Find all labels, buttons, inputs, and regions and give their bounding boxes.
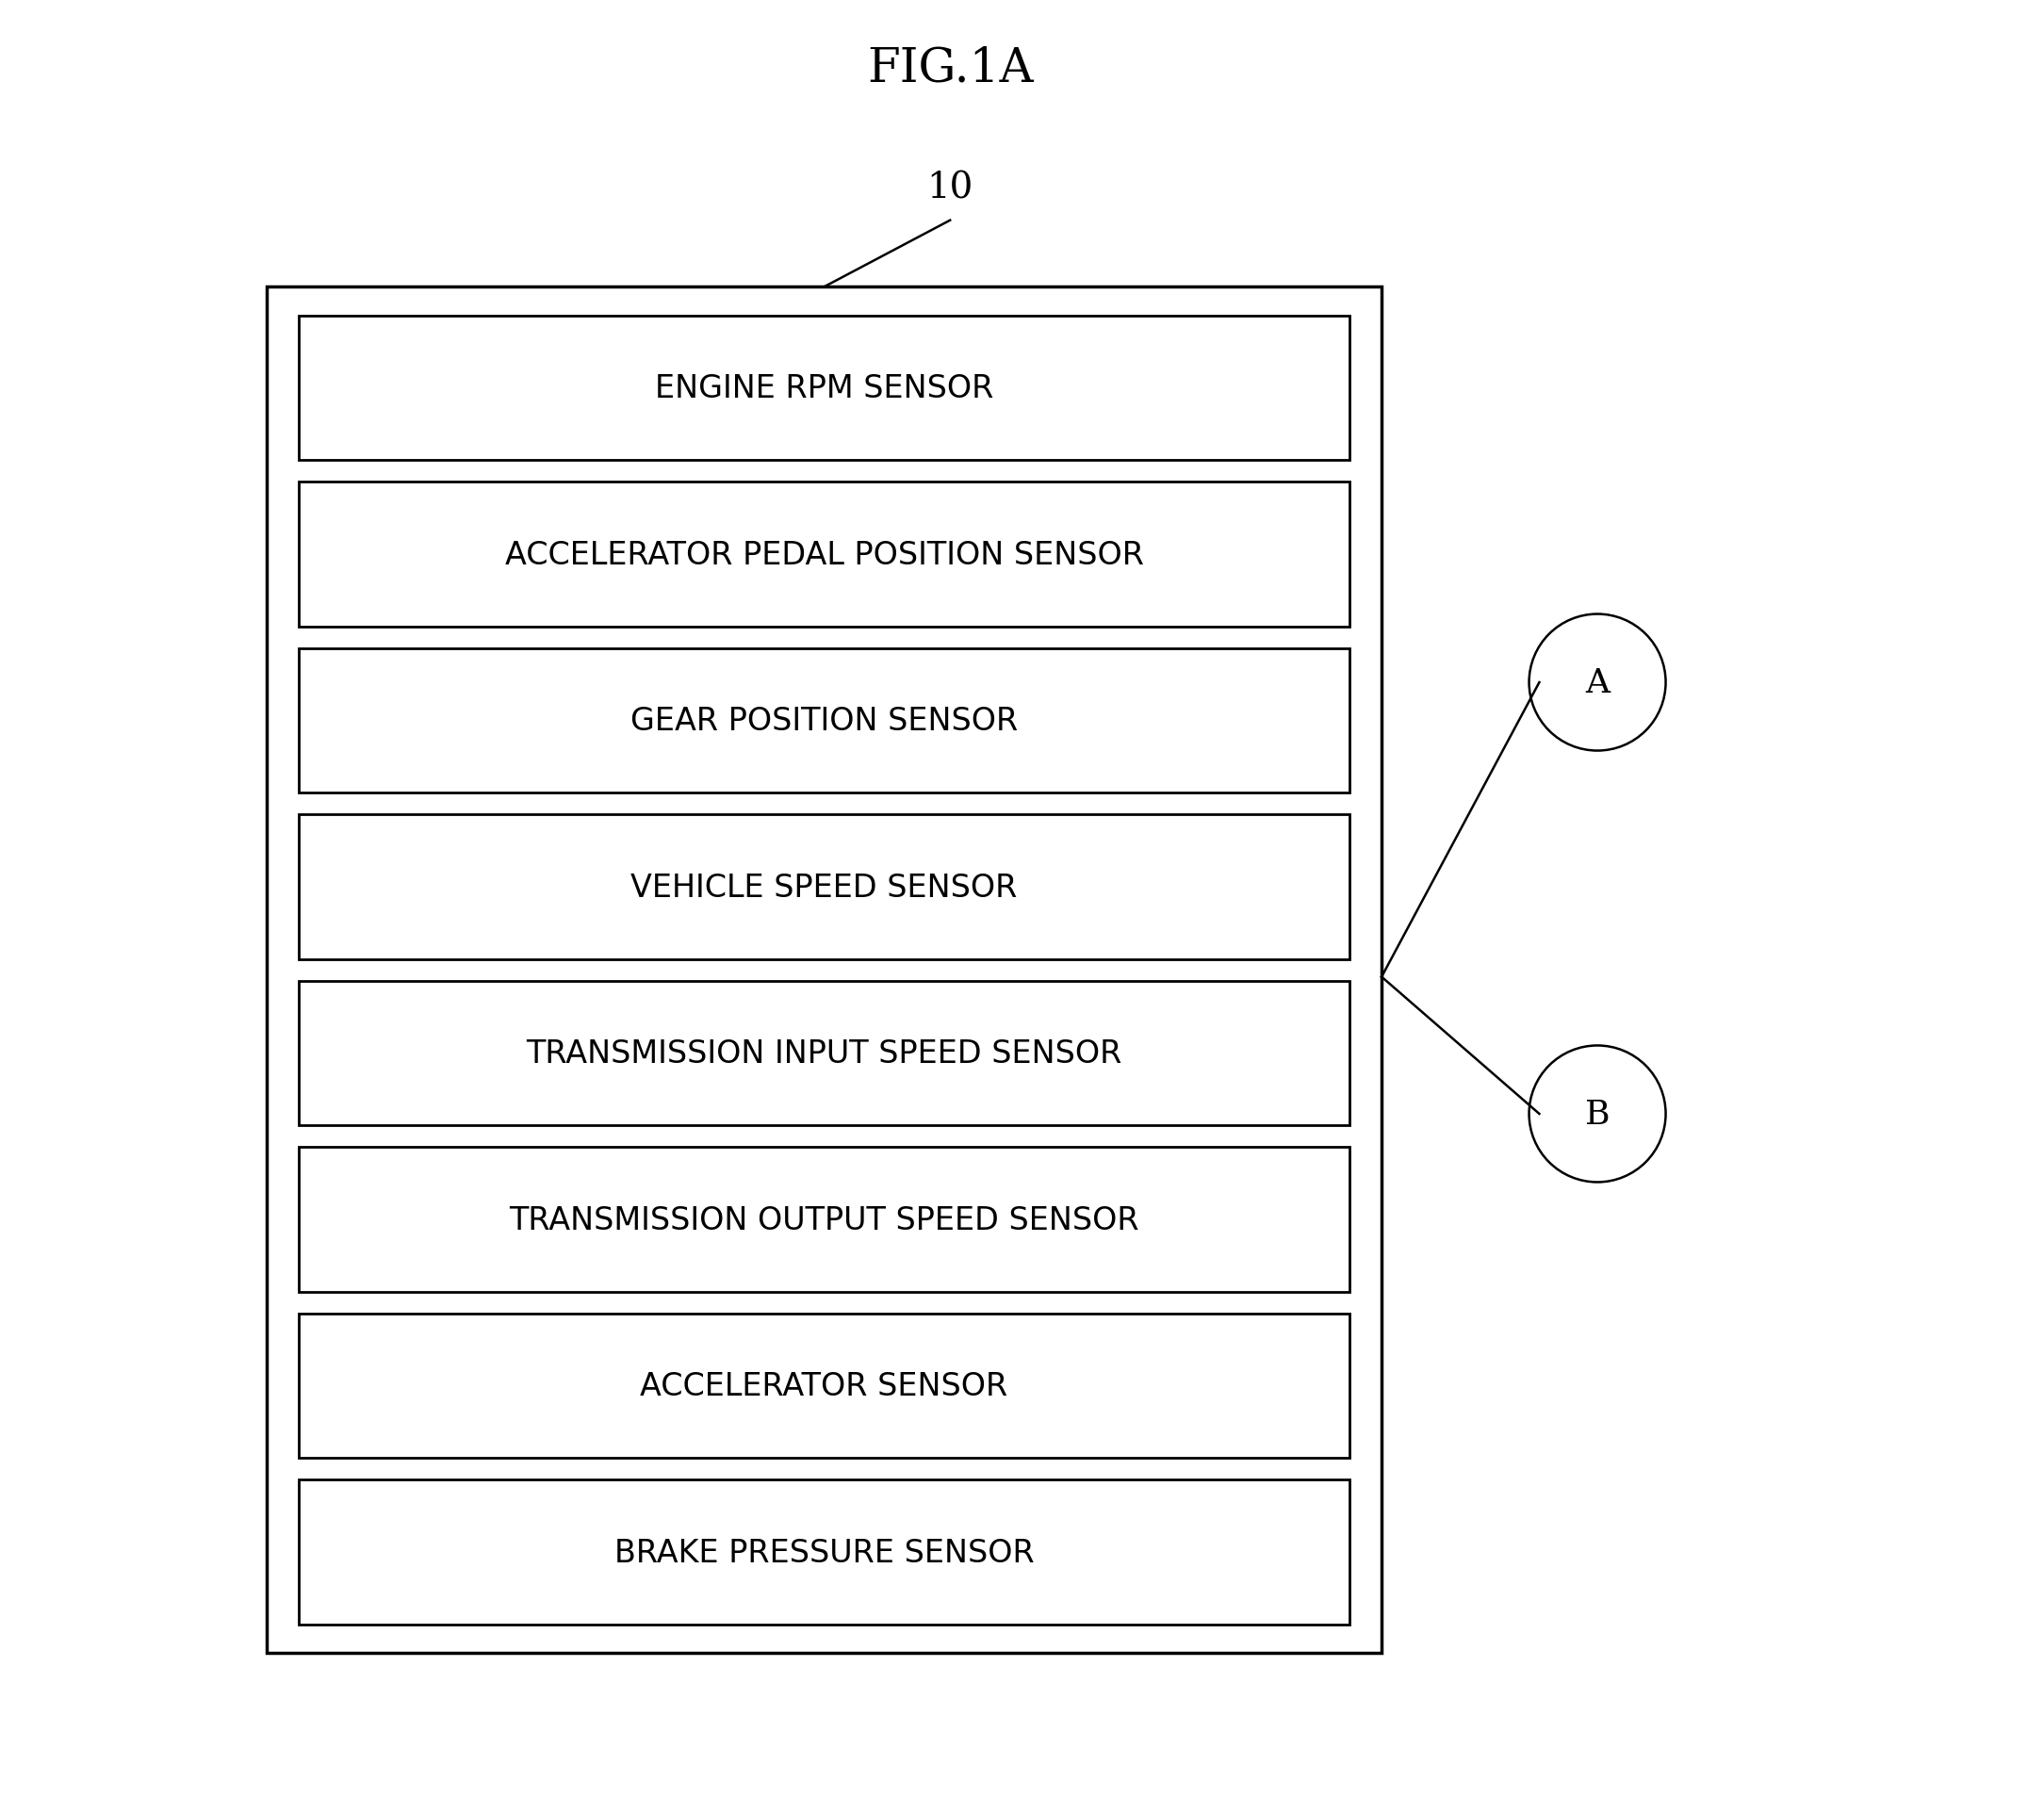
Text: ACCELERATOR PEDAL POSITION SENSOR: ACCELERATOR PEDAL POSITION SENSOR	[505, 539, 1145, 570]
Bar	[298, 483, 1349, 627]
Text: ENGINE RPM SENSOR: ENGINE RPM SENSOR	[654, 374, 993, 404]
Bar	[298, 316, 1349, 462]
Bar	[298, 981, 1349, 1125]
Text: TRANSMISSION OUTPUT SPEED SENSOR: TRANSMISSION OUTPUT SPEED SENSOR	[509, 1204, 1139, 1235]
Text: BRAKE PRESSURE SENSOR: BRAKE PRESSURE SENSOR	[613, 1536, 1034, 1567]
Bar	[298, 816, 1349, 960]
Circle shape	[1529, 615, 1666, 751]
Text: VEHICLE SPEED SENSOR: VEHICLE SPEED SENSOR	[632, 872, 1018, 902]
Text: 10: 10	[926, 171, 973, 207]
Circle shape	[1529, 1046, 1666, 1182]
Bar	[298, 1314, 1349, 1459]
Text: FIG.1A: FIG.1A	[867, 45, 1034, 92]
Bar	[298, 649, 1349, 794]
Text: A: A	[1586, 667, 1609, 699]
Bar	[298, 1148, 1349, 1292]
Text: TRANSMISSION INPUT SPEED SENSOR: TRANSMISSION INPUT SPEED SENSOR	[525, 1039, 1122, 1069]
Text: ACCELERATOR SENSOR: ACCELERATOR SENSOR	[640, 1371, 1008, 1402]
Text: B: B	[1584, 1098, 1611, 1130]
Text: GEAR POSITION SENSOR: GEAR POSITION SENSOR	[630, 706, 1018, 737]
Bar	[268, 288, 1382, 1653]
Bar	[298, 1481, 1349, 1624]
